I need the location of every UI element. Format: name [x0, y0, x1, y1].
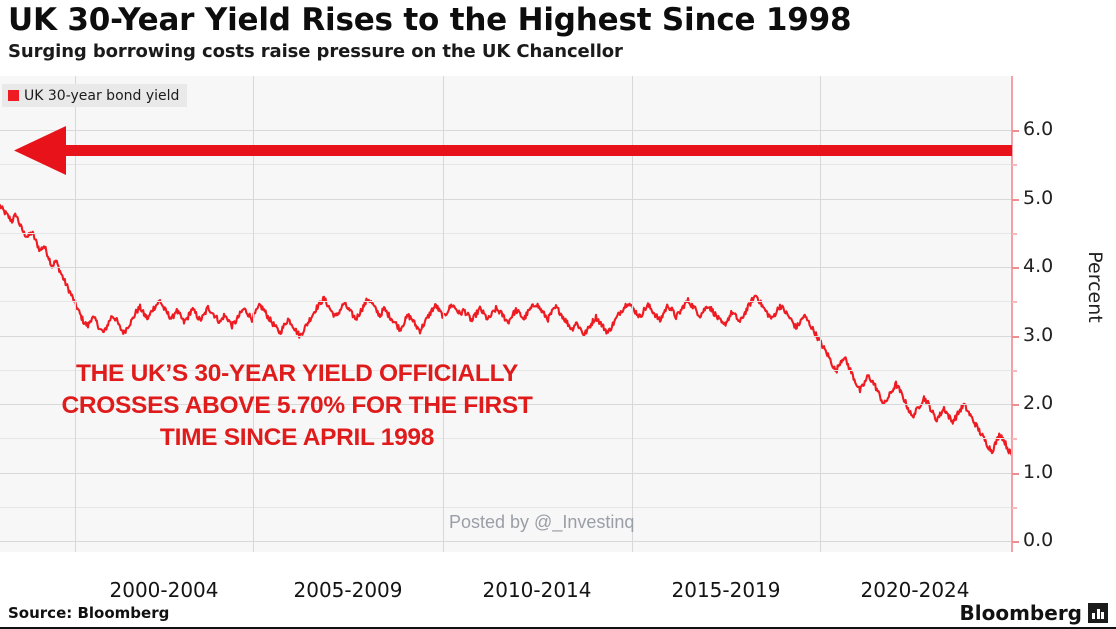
x-axis-tick-label: 2020-2024 [860, 578, 970, 602]
y-axis-tick [1012, 472, 1019, 475]
series-path [0, 205, 1012, 456]
y-axis-tick-minor [1012, 301, 1017, 304]
y-axis-tick-label: 3.0 [1023, 323, 1054, 346]
y-axis-tick [1012, 130, 1019, 132]
y-axis-tick [1012, 267, 1019, 269]
x-axis-tick-label: 2015-2019 [671, 578, 781, 602]
gridline-horizontal-minor [0, 164, 1012, 166]
gridline-vertical [253, 76, 254, 552]
y-axis-tick [1012, 541, 1019, 543]
gridline-horizontal [0, 335, 1012, 337]
x-axis-tick-label: 2000-2004 [109, 578, 219, 602]
y-axis-tick-label: 6.0 [1023, 118, 1054, 140]
brand-label: Bloomberg [959, 601, 1082, 625]
y-axis-title: Percent [1083, 251, 1106, 323]
y-axis-line [1011, 76, 1013, 552]
y-axis-tick [1012, 198, 1019, 201]
annotation-line-3: TIME SINCE APRIL 1998 [159, 424, 435, 451]
gridline-horizontal-minor [0, 506, 1012, 508]
y-axis-tick [1012, 335, 1019, 338]
y-axis-tick [1012, 404, 1019, 406]
y-axis-tick-minor [1012, 164, 1017, 167]
chart-legend: UK 30-year bond yield [2, 84, 188, 107]
gridline-horizontal [0, 404, 1012, 405]
y-axis-tick-minor [1012, 232, 1017, 235]
gridline-vertical [820, 76, 821, 552]
gridline-horizontal [0, 472, 1012, 474]
legend-swatch-icon [8, 90, 19, 101]
gridline-horizontal [0, 130, 1012, 131]
source-label: Source: Bloomberg [8, 604, 170, 622]
page-subtitle: Surging borrowing costs raise pressure o… [8, 41, 623, 62]
gridline-horizontal-minor [0, 232, 1012, 234]
y-axis-tick-label: 1.0 [1023, 460, 1054, 483]
series-line-uk-30-year-bond-yield [0, 152, 1012, 628]
y-axis-tick-label: 0.0 [1023, 529, 1054, 551]
annotation-line-1: THE UK’S 30-YEAR YIELD OFFICIALLY [75, 360, 519, 387]
y-axis-tick-label: 2.0 [1023, 392, 1054, 414]
gridline-horizontal-minor [0, 438, 1012, 440]
legend-label: UK 30-year bond yield [24, 87, 180, 104]
gridline-horizontal-minor [0, 369, 1012, 371]
annotation-callout: THE UK’S 30-YEAR YIELD OFFICIALLY CROSSE… [2, 358, 592, 454]
gridline-horizontal [0, 541, 1012, 542]
gridline-vertical [443, 76, 444, 552]
annotation-arrow-icon [14, 126, 1012, 175]
gridline-horizontal [0, 267, 1012, 268]
gridline-vertical [75, 76, 76, 552]
bloomberg-brand: Bloomberg [960, 601, 1108, 625]
y-axis-tick-minor [1012, 506, 1017, 509]
y-axis-tick-minor [1012, 369, 1017, 372]
page-title: UK 30-Year Yield Rises to the Highest Si… [8, 2, 852, 38]
gridline-horizontal [0, 198, 1012, 200]
y-axis-tick-minor [1012, 438, 1017, 441]
annotation-line-2: CROSSES ABOVE 5.70% FOR THE FIRST [61, 392, 533, 419]
watermark: Posted by @_Investinq [449, 512, 635, 532]
bottom-rule [0, 627, 1116, 629]
bloomberg-bars-icon [1088, 603, 1108, 623]
gridline-vertical [632, 76, 633, 552]
gridline-horizontal-minor [0, 301, 1012, 303]
y-axis-tick-label: 5.0 [1023, 186, 1054, 209]
y-axis-tick-label: 4.0 [1023, 255, 1054, 277]
x-axis-tick-label: 2005-2009 [293, 578, 403, 602]
x-axis-tick-label: 2010-2014 [482, 578, 592, 602]
